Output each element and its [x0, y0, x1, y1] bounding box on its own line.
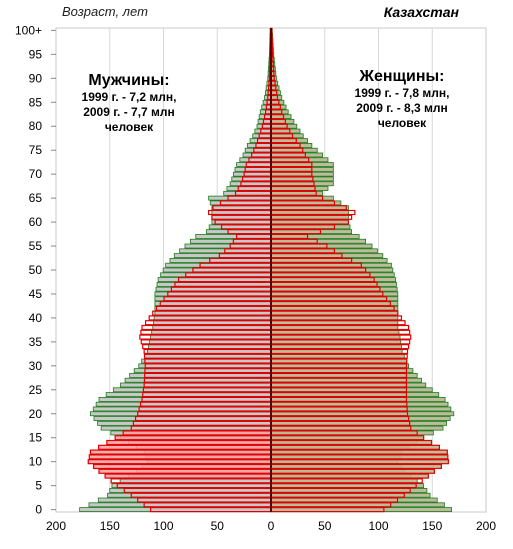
bar-female-2009-age-15	[270, 435, 425, 441]
bar-male-2009-age-13	[98, 444, 272, 450]
age-tick-label: 5	[35, 479, 42, 493]
x-tick-label: 150	[422, 519, 442, 533]
x-tick-label: 200	[46, 519, 66, 533]
series-1999-bars	[79, 27, 455, 512]
x-tick-label: 150	[100, 519, 120, 533]
bar-male-2009-age-9	[93, 463, 272, 470]
legend-male: Мужчины: 1999 г. - 7,2 млн, 2009 г. - 7,…	[70, 72, 188, 135]
age-tick-label: 20	[29, 407, 43, 421]
age-tick-label: 100+	[15, 23, 42, 37]
bar-female-2009-age-14	[270, 439, 433, 446]
y-axis-label: Возраст, лет	[62, 4, 148, 19]
age-tick-label: 40	[29, 311, 43, 325]
bar-male-2009-age-10	[87, 459, 272, 465]
age-tick-label: 80	[29, 119, 43, 133]
age-tick-label: 75	[29, 143, 43, 157]
legend-male-2009: 2009 г. - 7,7 млн	[83, 105, 175, 119]
x-tick-label: 50	[211, 519, 225, 533]
bar-male-2009-age-14	[106, 439, 272, 446]
age-tick-label: 70	[29, 167, 43, 181]
age-tick-label: 85	[29, 95, 43, 109]
bar-female-2009-age-16	[270, 430, 418, 436]
legend-female-2009: 2009 г. - 8,3 млн	[356, 101, 448, 115]
x-tick-label: 100	[153, 519, 173, 533]
age-tick-label: 35	[29, 335, 43, 349]
age-tick-label: 10	[29, 455, 43, 469]
bar-male-2009-age-16	[122, 430, 272, 436]
legend-male-unit: человек	[104, 120, 154, 134]
age-tick-label: 90	[29, 71, 43, 85]
x-tick-label: 100	[368, 519, 388, 533]
x-tick-label: 0	[268, 519, 275, 533]
bar-female-2009-age-13	[270, 444, 441, 450]
bar-male-2009-age-11	[88, 454, 272, 460]
age-tick-label: 55	[29, 239, 43, 253]
legend-female-1999: 1999 г. - 7,8 млн,	[354, 86, 450, 100]
age-tick-label: 15	[29, 431, 43, 445]
bar-female-2009-age-9	[270, 463, 442, 470]
age-tick-label: 25	[29, 383, 43, 397]
legend-female-unit: человек	[377, 116, 427, 130]
age-tick-label: 50	[29, 263, 43, 277]
x-tick-labels: 200 150 100 50 0 50 100 150 200	[46, 519, 496, 533]
age-tick-labels: 0 5 10 15 20 25 30 35 40 45 50 55 60 65 70 75 80 85 90 95 10…	[15, 23, 56, 517]
legend-male-1999: 1999 г. - 7,2 млн,	[81, 90, 177, 104]
bar-male-2009-age-7	[104, 473, 272, 479]
bar-female-2009-age-11	[270, 454, 449, 460]
legend-female-heading: Женщины:	[359, 68, 445, 85]
bar-female-2009-age-10	[270, 459, 449, 465]
age-tick-label: 45	[29, 287, 43, 301]
chart-title: Казахстан	[383, 4, 459, 20]
x-tick-label: 200	[476, 519, 496, 533]
age-tick-label: 30	[29, 359, 43, 373]
bar-female-2009-age-12	[270, 449, 448, 455]
legend-male-heading: Мужчины:	[88, 72, 170, 89]
x-tick-label: 50	[318, 519, 332, 533]
age-tick-label: 0	[35, 503, 42, 517]
bar-female-2009-age-8	[270, 468, 435, 474]
bar-male-2009-age-12	[89, 449, 272, 455]
legend-female: Женщины: 1999 г. - 7,8 млн, 2009 г. - 8,…	[340, 68, 464, 131]
age-tick-label: 65	[29, 191, 43, 205]
age-tick-label: 95	[29, 47, 43, 61]
age-tick-label: 60	[29, 215, 43, 229]
bar-male-2009-age-15	[114, 435, 272, 441]
bar-male-2009-age-8	[98, 468, 272, 474]
bar-female-2009-age-7	[270, 473, 429, 479]
